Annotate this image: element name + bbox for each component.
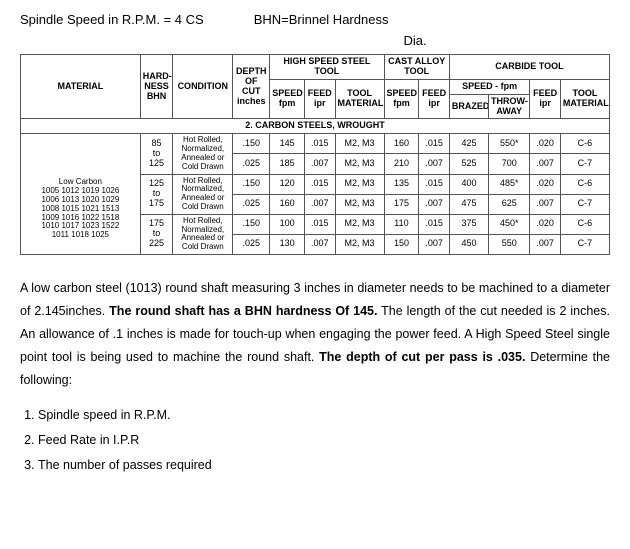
col-carbide: CARBIDE TOOL bbox=[449, 55, 609, 80]
dia-label: Dia. bbox=[220, 33, 610, 48]
machining-table: MATERIAL HARD- NESS BHN CONDITION DEPTH … bbox=[20, 54, 610, 255]
bhn-cell: 125 to 175 bbox=[140, 174, 173, 214]
b2: The depth of cut per pass is .035. bbox=[319, 350, 525, 364]
col-depth: DEPTH OF CUT inches bbox=[233, 55, 270, 119]
cond-cell: Hot Rolled, Normalized, Annealed or Cold… bbox=[173, 174, 233, 214]
spindle-formula: Spindle Speed in R.P.M. = 4 CS bbox=[20, 12, 204, 27]
section-title: 2. CARBON STEELS, WROUGHT bbox=[21, 119, 610, 134]
cond-cell: Hot Rolled, Normalized, Annealed or Cold… bbox=[173, 214, 233, 254]
lowc-codes: 1005 1012 1019 1026 1006 1013 1020 1029 … bbox=[23, 187, 138, 240]
list-item: The number of passes required bbox=[38, 453, 610, 478]
hss-toolmat: TOOL MATERIAL bbox=[335, 79, 384, 119]
question-list: Spindle speed in R.P.M. Feed Rate in I.P… bbox=[38, 403, 610, 478]
carbide-throw: THROW- AWAY bbox=[489, 94, 530, 119]
bhn-def: BHN=Brinnel Hardness bbox=[254, 12, 389, 27]
bhn-cell: 85 to 125 bbox=[140, 134, 173, 174]
col-hss: HIGH SPEED STEEL TOOL bbox=[270, 55, 384, 80]
carbide-brazed: BRAZED bbox=[449, 94, 488, 119]
table-row: Low Carbon 1005 1012 1019 1026 1006 1013… bbox=[21, 134, 610, 154]
header-formulas: Spindle Speed in R.P.M. = 4 CS BHN=Brinn… bbox=[20, 12, 610, 27]
carbide-speed-hdr: SPEED - fpm bbox=[449, 79, 530, 94]
ca-speed: SPEED fpm bbox=[384, 79, 419, 119]
carbide-toolmat: TOOL MATERIAL bbox=[560, 79, 609, 119]
carbide-feed: FEED ipr bbox=[530, 79, 560, 119]
b1: The round shaft has a BHN hardness Of 14… bbox=[109, 304, 377, 318]
list-item: Spindle speed in R.P.M. bbox=[38, 403, 610, 428]
col-hardness: HARD- NESS BHN bbox=[140, 55, 173, 119]
hss-feed: FEED ipr bbox=[305, 79, 335, 119]
ca-feed: FEED ipr bbox=[419, 79, 449, 119]
col-material: MATERIAL bbox=[21, 55, 141, 119]
problem-statement: A low carbon steel (1013) round shaft me… bbox=[20, 277, 610, 393]
col-condition: CONDITION bbox=[173, 55, 233, 119]
cond-cell: Hot Rolled, Normalized, Annealed or Cold… bbox=[173, 134, 233, 174]
material-cell: Low Carbon 1005 1012 1019 1026 1006 1013… bbox=[21, 134, 141, 255]
bhn-cell: 175 to 225 bbox=[140, 214, 173, 254]
hss-speed: SPEED fpm bbox=[270, 79, 305, 119]
col-castalloy: CAST ALLOY TOOL bbox=[384, 55, 449, 80]
list-item: Feed Rate in I.P.R bbox=[38, 428, 610, 453]
